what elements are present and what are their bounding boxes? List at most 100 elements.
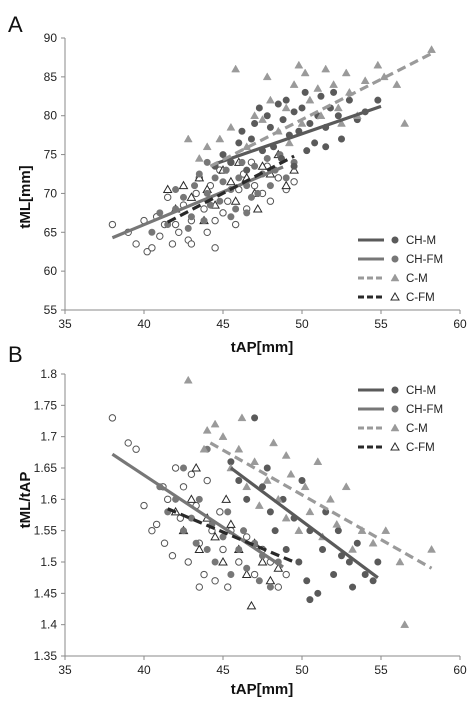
panel-b-plot-area: 35 40 45 50 55 60 1.35 1.4 1.45 1.5 1.55 1.6 1.65 1.7… bbox=[34, 367, 467, 677]
panel-b-y-tick-label: 1.35 bbox=[34, 649, 58, 663]
panel-a-data-point bbox=[333, 103, 343, 112]
panel-b-data-point bbox=[132, 445, 140, 453]
panel-b-data-point bbox=[179, 483, 188, 491]
panel-a-data-point bbox=[392, 80, 402, 88]
panel-a-data-point bbox=[187, 213, 195, 221]
panel-a-data-point bbox=[211, 216, 219, 225]
legend-entry-label: CH-M bbox=[406, 385, 436, 397]
panel-a-data-point bbox=[266, 123, 274, 131]
panel-b-data-point bbox=[250, 457, 260, 465]
panel-b-data-point bbox=[295, 558, 303, 566]
panel-b-y-tick-label: 1.7 bbox=[40, 430, 57, 444]
panel-a-data-point bbox=[313, 84, 323, 92]
panel-a-data-point bbox=[337, 135, 345, 143]
panel-b-data-point bbox=[218, 432, 228, 440]
panel-b-fit-line-3 bbox=[167, 507, 295, 564]
panel-b-data-point bbox=[199, 444, 209, 453]
legend-marker-sample bbox=[390, 291, 400, 301]
panel-a-data-point bbox=[258, 115, 267, 123]
panel-b-data-point bbox=[180, 464, 188, 472]
panel-a-data-point bbox=[281, 103, 291, 112]
panel-b-data-point bbox=[184, 558, 192, 566]
panel-a-data-point bbox=[303, 147, 311, 155]
panel-b-data-point bbox=[186, 494, 197, 503]
panel-a: A tAP[mm] tML[mm] 35 40 45 50 55 60 55 60 65 70 75… bbox=[8, 12, 467, 356]
panel-b-data-point bbox=[265, 575, 276, 585]
panel-b-data-point bbox=[353, 539, 361, 547]
panel-b-data-point bbox=[210, 419, 220, 428]
panel-a-data-point bbox=[427, 45, 436, 53]
panel-b-data-point bbox=[266, 583, 274, 591]
panel-a-data-point bbox=[203, 189, 211, 197]
panel-a-data-point bbox=[257, 161, 268, 170]
panel-a-data-point bbox=[211, 174, 219, 182]
panel-a-data-point bbox=[279, 116, 287, 124]
panel-b-data-point bbox=[219, 545, 227, 554]
panel-b-data-point bbox=[254, 501, 264, 509]
panel-b-data-point bbox=[345, 558, 353, 566]
panel-b-data-point bbox=[282, 545, 290, 553]
panel-b-data-point bbox=[124, 439, 132, 447]
panel-b-series-0 bbox=[227, 414, 382, 604]
panel-b-data-point bbox=[160, 539, 169, 547]
panel-a-data-point bbox=[183, 134, 193, 143]
panel-b-data-point bbox=[210, 531, 220, 541]
panel-b-data-point bbox=[332, 519, 342, 528]
panel-a-data-point bbox=[290, 162, 298, 170]
panel-b-data-point bbox=[241, 569, 252, 579]
panel-a-data-point bbox=[238, 158, 246, 166]
panel-b-fit-line-1 bbox=[111, 452, 284, 569]
panel-a-label: A bbox=[8, 12, 23, 37]
panel-b-data-point bbox=[374, 558, 382, 566]
panel-a-y-tick-label: 75 bbox=[44, 148, 58, 162]
panel-a-data-point bbox=[219, 178, 227, 186]
panel-a-x-tick-label: 40 bbox=[137, 317, 151, 331]
panel-b-data-point bbox=[334, 527, 342, 535]
panel-a-data-point bbox=[263, 154, 271, 162]
panel-b-data-point bbox=[243, 564, 251, 572]
panel-b-data-point bbox=[183, 375, 193, 384]
panel-b-y-tick-label: 1.4 bbox=[40, 618, 57, 632]
panel-a-data-point bbox=[400, 118, 410, 127]
panel-a-data-point bbox=[235, 174, 243, 182]
legend-entry-label: C-M bbox=[406, 423, 428, 435]
panel-b-data-point bbox=[108, 414, 117, 422]
panel-a-data-point bbox=[162, 184, 173, 194]
panel-a-data-point bbox=[226, 176, 236, 186]
panel-b-data-point bbox=[246, 600, 257, 610]
panel-a-data-point bbox=[317, 92, 325, 100]
panel-b-y-tick-label: 1.45 bbox=[34, 586, 58, 600]
panel-b-series-2 bbox=[183, 375, 436, 628]
panel-b-data-point bbox=[281, 450, 291, 459]
panel-b-data-point bbox=[313, 457, 323, 465]
panel-a-data-point bbox=[243, 166, 251, 174]
panel-b-data-point bbox=[263, 464, 271, 472]
panel-b-data-point bbox=[195, 495, 203, 503]
panel-b-data-point bbox=[395, 557, 405, 566]
panel-a-data-point bbox=[294, 60, 304, 69]
panel-a-data-point bbox=[373, 60, 383, 69]
panel-b-label: B bbox=[8, 342, 23, 367]
panel-b-data-point bbox=[251, 414, 259, 422]
panel-b-data-point bbox=[273, 563, 284, 572]
panel-a-y-tick-label: 60 bbox=[44, 264, 58, 278]
panel-a-data-point bbox=[156, 209, 164, 217]
panel-a-data-point bbox=[330, 88, 338, 96]
legend-marker-sample bbox=[391, 386, 399, 394]
panel-b-data-point bbox=[164, 495, 172, 504]
panel-a-data-point bbox=[281, 180, 292, 190]
panel-a-data-point bbox=[262, 72, 272, 81]
panel-a-data-point bbox=[206, 201, 214, 209]
panel-a-data-point bbox=[226, 122, 236, 131]
panel-a-x-tick-label: 35 bbox=[58, 317, 72, 331]
panel-b-data-point bbox=[224, 508, 232, 516]
legend-marker-sample bbox=[390, 441, 400, 451]
panel-b-data-point bbox=[271, 527, 279, 535]
panel-b-data-point bbox=[234, 444, 244, 453]
panel-b-data-point bbox=[194, 544, 205, 553]
panel-b-data-point bbox=[148, 526, 156, 535]
panel-b-x-tick-label: 60 bbox=[453, 663, 467, 677]
panel-b-data-point bbox=[202, 425, 212, 434]
